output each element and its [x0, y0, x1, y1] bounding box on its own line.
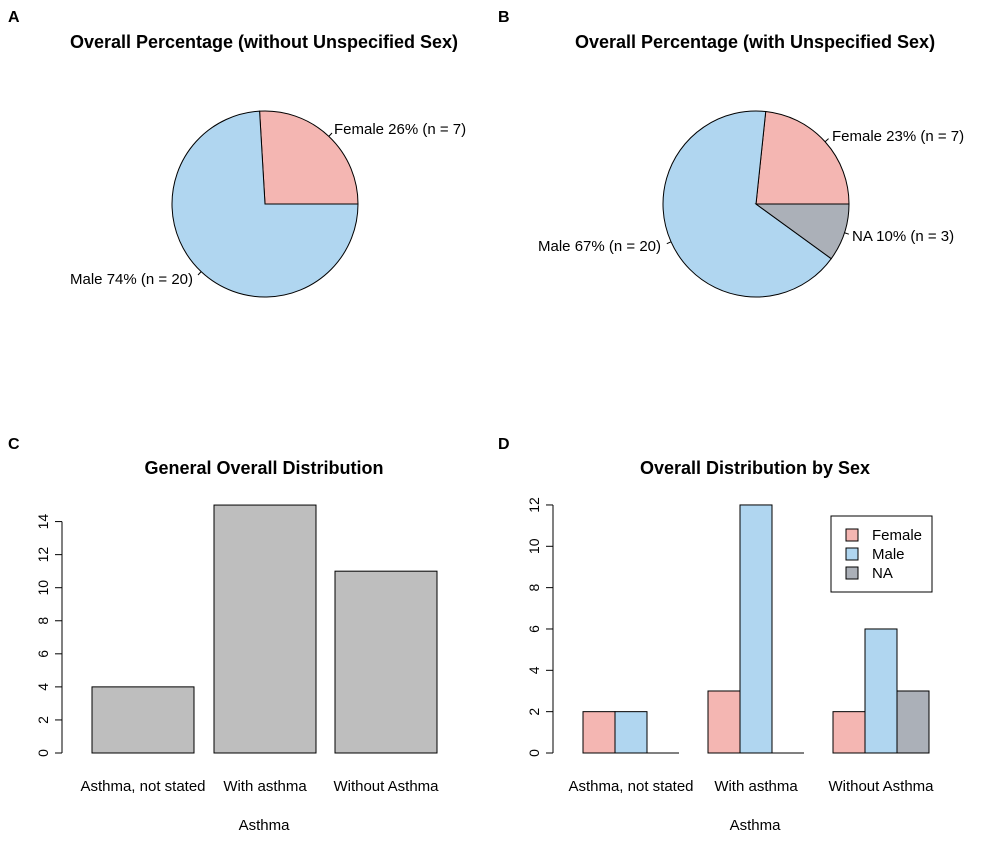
legend-label-female: Female	[872, 527, 922, 544]
chart-d-y-tick-label: 4	[526, 666, 542, 674]
pie-label-male: Male 67% (n = 20)	[538, 238, 661, 255]
chart-d-category-label: Without Asthma	[828, 778, 934, 795]
chart-d-bar-male	[864, 628, 898, 754]
chart-c-y-tick-label: 4	[35, 683, 51, 691]
panel-letter-b: B	[498, 9, 510, 26]
chart-c-y-tick-label: 2	[35, 716, 51, 724]
chart-d-bar-male	[614, 711, 648, 754]
chart-d-x-axis-label: Asthma	[730, 817, 782, 834]
chart-c-category-label: Without Asthma	[333, 778, 439, 795]
pie-slice-na	[754, 203, 850, 260]
legend-swatch-na	[845, 566, 859, 580]
pie-leader-female	[824, 138, 829, 143]
pie-label-male: Male 74% (n = 20)	[70, 271, 193, 288]
chart-d-bar-male	[739, 504, 773, 754]
chart-d-y-tick-label: 12	[526, 497, 542, 513]
chart-c-x-axis-label: Asthma	[239, 817, 291, 834]
chart-d-category-label: With asthma	[714, 778, 798, 795]
legend-label-na: NA	[872, 565, 893, 582]
pie-chart-a: Female 26% (n = 7) Male 74% (n = 20)	[70, 110, 466, 298]
pie-slice-male	[662, 110, 832, 298]
chart-c-y-tick-label: 12	[35, 547, 51, 563]
chart-d-category-label: Asthma, not stated	[568, 778, 693, 795]
chart-d-y-tick-label: 0	[526, 749, 542, 757]
pie-label-female: Female 26% (n = 7)	[334, 121, 466, 138]
chart-d-y-tick-label: 6	[526, 625, 542, 633]
pie-label-na: NA 10% (n = 3)	[852, 228, 954, 245]
legend-swatch-female	[845, 528, 859, 542]
pie-leader-male	[666, 241, 672, 245]
pie-slice-female	[259, 110, 359, 205]
chart-c-y-tick-label: 8	[35, 617, 51, 625]
chart-d-bar-female	[707, 690, 741, 754]
title-c: General Overall Distribution	[144, 458, 383, 478]
panel-letter-a: A	[8, 9, 20, 26]
chart-c-bar	[213, 504, 317, 754]
pie-leader-female	[328, 132, 333, 137]
bar-chart-c: 0 2 4 6 8 10 12 14 Asthma, not stated With asthma…	[35, 504, 439, 834]
title-b: Overall Percentage (with Unspecified Sex…	[575, 32, 935, 52]
legend-label-male: Male	[872, 546, 905, 563]
chart-c-category-label: Asthma, not stated	[80, 778, 205, 795]
chart-d-y-tick-label: 2	[526, 708, 542, 716]
chart-c-y-tick-label: 14	[35, 514, 51, 530]
chart-c-y-tick-label: 0	[35, 749, 51, 757]
pie-slice-female	[755, 110, 850, 205]
chart-d-bar-female	[832, 711, 866, 754]
chart-d-bar-na	[896, 690, 930, 754]
chart-c-y-tick-label: 6	[35, 650, 51, 658]
legend-swatch-male	[845, 547, 859, 561]
panel-letter-c: C	[8, 436, 20, 453]
chart-c-y-tick-label: 10	[35, 580, 51, 596]
chart-d-bar-female	[582, 711, 616, 754]
pie-label-female: Female 23% (n = 7)	[832, 128, 964, 145]
pie-chart-b: Female 23% (n = 7) Male 67% (n = 20) NA 10…	[538, 110, 964, 298]
chart-d-y-tick-label: 10	[526, 538, 542, 554]
title-d: Overall Distribution by Sex	[640, 458, 870, 478]
panel-letter-d: D	[498, 436, 510, 453]
bar-chart-d: 0 2 4 6 8 10 12 Asthma, not stated With asthma Wi…	[526, 497, 934, 834]
pie-leader-male	[197, 271, 202, 276]
chart-c-bar	[91, 686, 195, 754]
title-a: Overall Percentage (without Unspecified …	[70, 32, 458, 52]
chart-d-y-tick-label: 8	[526, 584, 542, 592]
chart-c-bar	[334, 570, 438, 754]
pie-leader-na	[844, 232, 850, 235]
chart-c-category-label: With asthma	[223, 778, 307, 795]
